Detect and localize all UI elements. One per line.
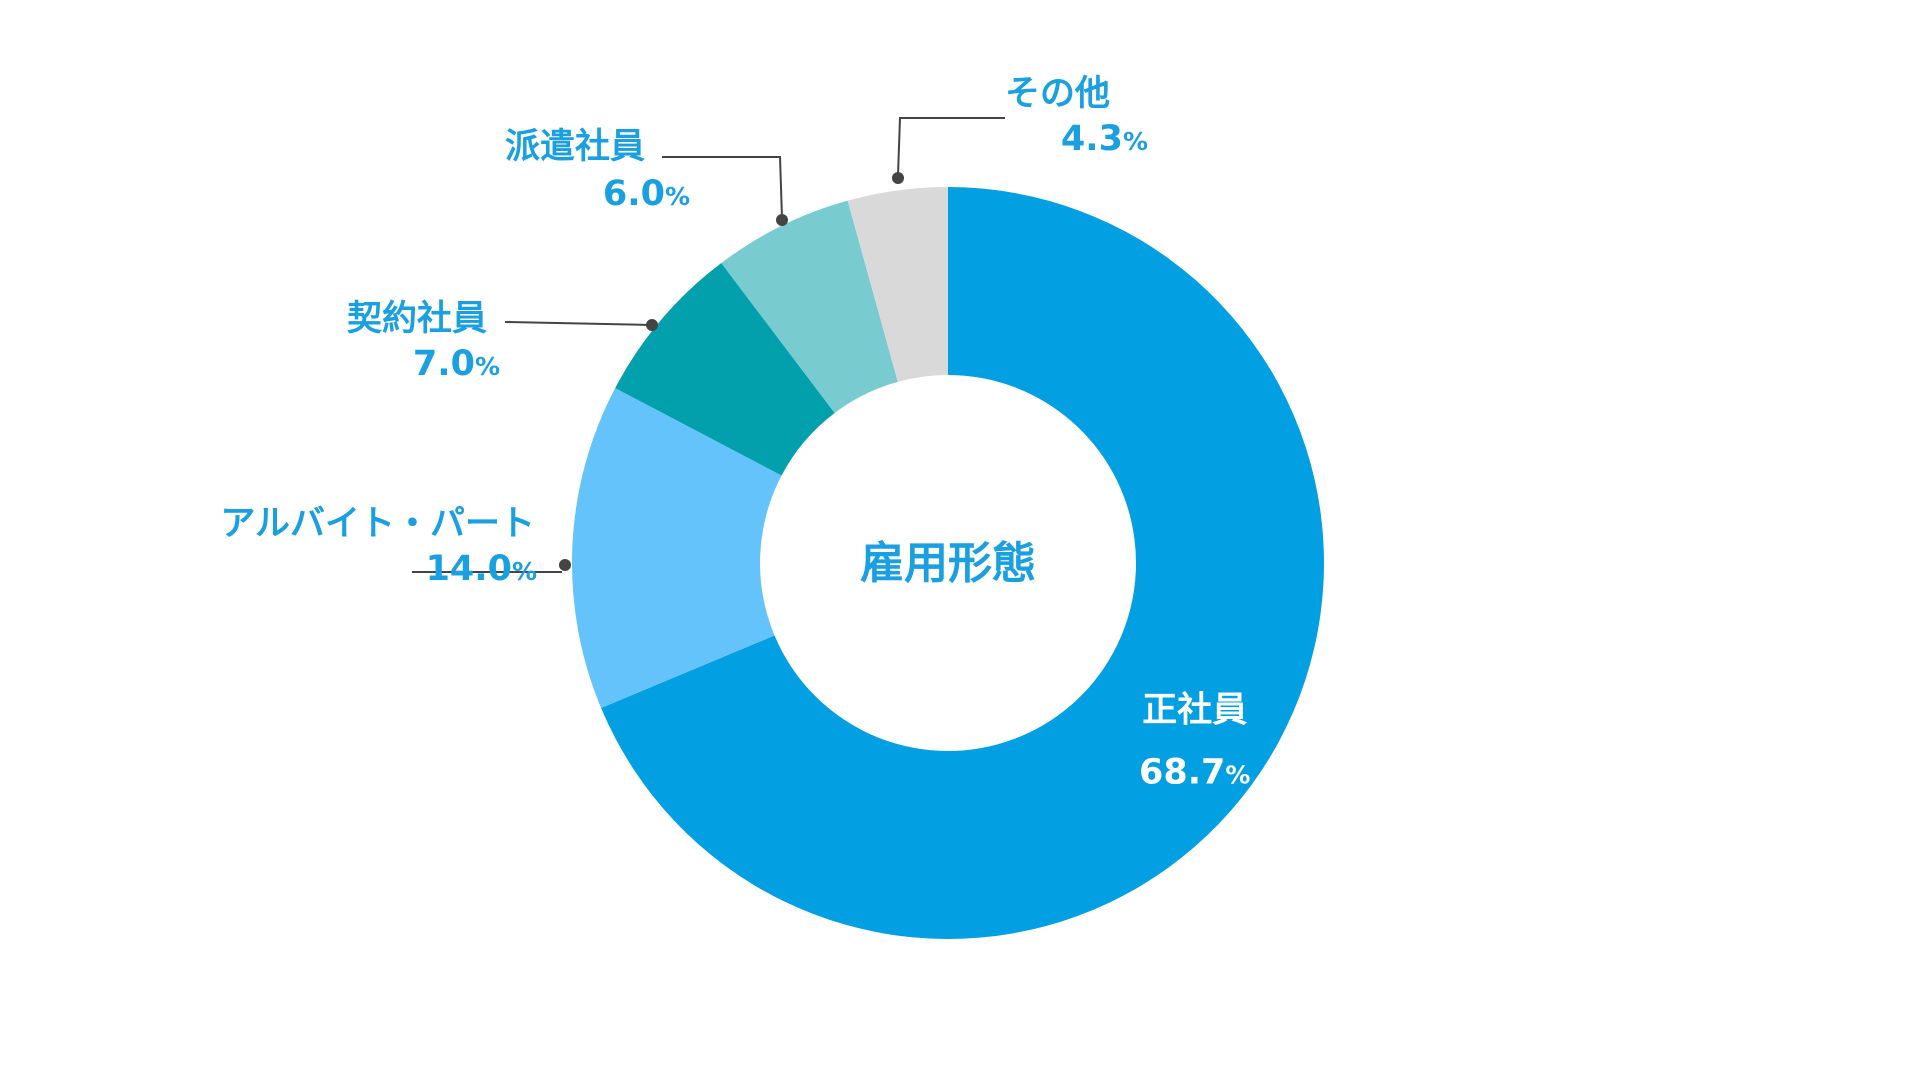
slice-1 (571, 388, 782, 708)
slice-2 (615, 263, 835, 476)
leader-line-2 (504, 321, 653, 326)
slice-4 (847, 187, 948, 382)
leader-dot-1 (559, 559, 571, 571)
leader-dot-3 (776, 214, 788, 226)
slice-label-name-4: その他 (1005, 74, 1110, 114)
slice-label-name-0: 正社員 (1142, 690, 1247, 730)
slice-label-name-3: 派遣社員 (505, 127, 645, 167)
slice-3 (721, 200, 898, 414)
leader-dot-2 (646, 319, 658, 331)
slice-label-value-0: 68.7% (1139, 752, 1250, 792)
slices-group (571, 187, 1324, 939)
slice-label-value-3: 6.0% (603, 174, 690, 214)
slice-label-value-4: 4.3% (1061, 119, 1148, 159)
leader-dot-4 (892, 172, 904, 184)
leader-line-4 (897, 117, 1005, 176)
leader-line-3 (662, 156, 783, 219)
center-title: 雇用形態 (860, 538, 1036, 589)
slice-label-name-1: アルバイト・パート (220, 504, 535, 544)
slice-label-value-1: 14.0% (426, 549, 537, 589)
labels-group: 正社員 68.7% アルバイト・パート 14.0% 契約社員 7.0% 派遣社員 6.0% その… (220, 74, 1250, 792)
slice-0 (601, 187, 1324, 939)
slice-label-value-2: 7.0% (413, 344, 500, 384)
slice-label-name-2: 契約社員 (347, 299, 487, 339)
leader-lines-group (412, 117, 1005, 573)
